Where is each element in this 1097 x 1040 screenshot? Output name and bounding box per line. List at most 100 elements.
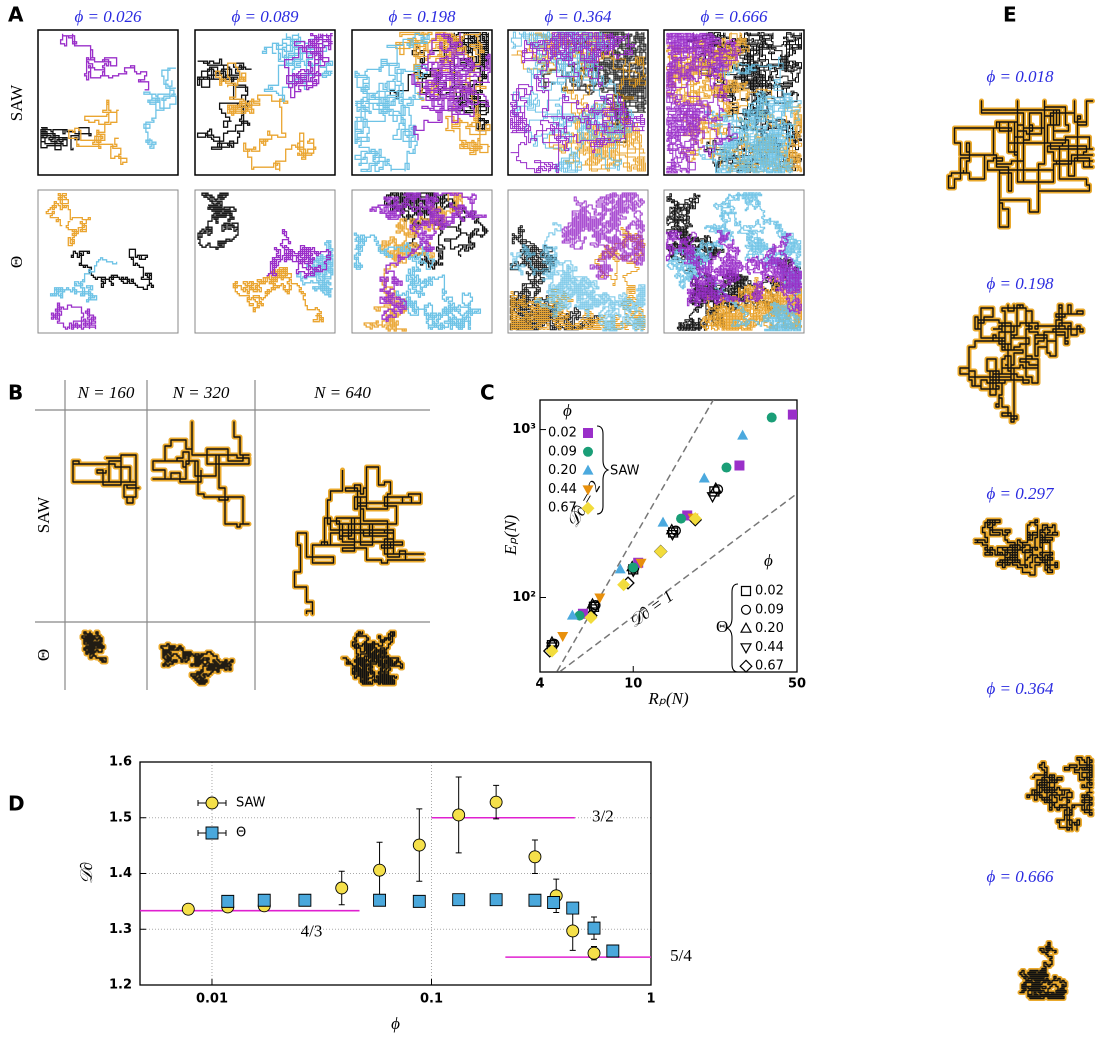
data-point	[490, 894, 502, 906]
phi-label: ϕ = 0.018	[986, 67, 1054, 86]
data-point	[529, 894, 541, 906]
data-point	[737, 430, 748, 440]
page: Aϕ = 0.026ϕ = 0.089ϕ = 0.198ϕ = 0.364ϕ =…	[0, 0, 1097, 1040]
phi-label: ϕ = 0.666	[700, 7, 768, 26]
phi-label: ϕ = 0.026	[74, 7, 142, 26]
x-axis-label: ϕ	[391, 1014, 400, 1033]
data-point	[529, 851, 541, 863]
data-point	[628, 562, 638, 572]
legend-marker	[583, 465, 594, 475]
data-point	[557, 632, 568, 642]
legend-label: 0.02	[548, 426, 577, 441]
row-label: SAW	[34, 496, 53, 533]
phi-label: ϕ = 0.198	[388, 7, 456, 26]
polymer	[949, 101, 1093, 227]
legend-title: ϕ	[563, 401, 572, 420]
column-header: N = 640	[313, 383, 371, 402]
phi-label: ϕ = 0.089	[231, 7, 299, 26]
polymer-outline	[73, 455, 139, 503]
legend-label: 0.44	[548, 482, 577, 497]
data-point	[374, 894, 386, 906]
polymer	[69, 100, 127, 164]
row-label: SAW	[7, 84, 26, 121]
polymer	[364, 193, 462, 331]
legend-label: 0.09	[755, 602, 784, 617]
polymer	[71, 249, 153, 289]
reference-label: 4/3	[301, 922, 323, 941]
data-point	[567, 925, 579, 937]
legend-marker	[583, 447, 593, 457]
legend-label: 0.20	[755, 621, 784, 636]
data-point	[607, 945, 619, 957]
y-tick-label: 1.5	[109, 810, 132, 825]
row-label: Θ	[7, 256, 26, 268]
column-header: N = 320	[172, 383, 230, 402]
legend-marker	[741, 644, 751, 653]
data-point	[767, 413, 777, 423]
y-tick-label: 1.2	[109, 978, 132, 993]
data-point	[734, 460, 744, 470]
data-point	[413, 895, 425, 907]
data-point	[676, 514, 686, 524]
data-point	[721, 463, 731, 473]
x-tick-label: 0.01	[196, 992, 228, 1007]
y-tick-label: 1.4	[109, 866, 132, 881]
phi-label: ϕ = 0.364	[986, 679, 1054, 698]
polymer	[562, 193, 644, 279]
data-point	[374, 864, 386, 876]
x-tick-label: 4	[535, 677, 544, 692]
phi-label: ϕ = 0.297	[986, 484, 1055, 503]
phi-label: ϕ = 0.666	[986, 867, 1054, 886]
legend-marker	[583, 428, 593, 438]
data-point	[182, 903, 194, 915]
data-point	[490, 796, 502, 808]
data-point	[299, 894, 311, 906]
y-axis-label: Eₚ(N)	[501, 515, 520, 557]
data-point	[658, 517, 669, 527]
panel-letter: C	[480, 381, 495, 405]
legend-label: 0.44	[755, 640, 784, 655]
data-point	[336, 882, 348, 894]
reference-label: 3/2	[592, 807, 614, 826]
legend-marker	[740, 660, 752, 672]
column-header: N = 160	[77, 383, 135, 402]
x-tick-label: 50	[788, 677, 806, 692]
legend-group: Θ	[716, 617, 728, 636]
polymer	[233, 268, 323, 322]
x-tick-label: 1	[646, 992, 655, 1007]
legend-label: 0.67	[548, 501, 577, 516]
legend-marker	[742, 587, 751, 596]
data-point	[453, 809, 465, 821]
polymer	[144, 68, 176, 148]
legend-label: Θ	[236, 826, 246, 841]
data-point	[588, 922, 600, 934]
polymer	[267, 230, 331, 278]
legend-marker	[206, 827, 218, 839]
legend-brace	[727, 584, 738, 672]
legend-title: ϕ	[764, 551, 773, 570]
legend-marker	[206, 797, 218, 809]
x-axis-label: Rₚ(N)	[647, 689, 689, 708]
legend-label: 0.20	[548, 463, 577, 478]
y-tick-label: 1.3	[109, 922, 132, 937]
legend-label: 0.02	[755, 584, 784, 599]
x-tick-label: 0.1	[420, 992, 443, 1007]
panel-letter: D	[8, 792, 25, 816]
data-point	[699, 473, 710, 483]
phi-label: ϕ = 0.198	[986, 274, 1054, 293]
panel-letter: B	[8, 381, 23, 405]
polymer	[161, 644, 233, 684]
data-point	[453, 894, 465, 906]
polymer	[52, 303, 96, 329]
legend-label: 0.09	[548, 444, 577, 459]
data-point	[258, 894, 270, 906]
polymer	[198, 193, 238, 249]
legend-marker	[742, 605, 751, 614]
data-point	[548, 896, 560, 908]
figure: Aϕ = 0.026ϕ = 0.089ϕ = 0.198ϕ = 0.364ϕ =…	[0, 0, 1097, 1040]
legend-label: SAW	[236, 796, 266, 811]
data-point	[654, 545, 667, 558]
legend-marker	[741, 623, 751, 632]
data-point	[567, 902, 579, 914]
phi-label: ϕ = 0.364	[544, 7, 612, 26]
